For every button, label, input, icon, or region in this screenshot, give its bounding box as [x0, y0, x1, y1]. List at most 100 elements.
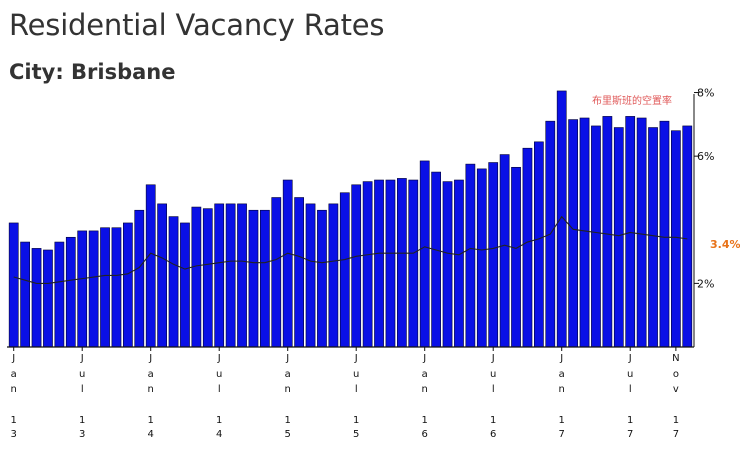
bar	[305, 203, 316, 348]
trend-line	[13, 215, 688, 284]
bar	[157, 203, 167, 348]
x-tick-char: 7	[627, 429, 633, 440]
bar	[31, 248, 42, 348]
x-tick-char: u	[79, 369, 85, 380]
x-tick-label: Jan 1 6	[422, 353, 428, 440]
x-tick-label: Jul 1 4	[216, 353, 222, 440]
bar	[659, 120, 670, 348]
x-tick-char: J	[285, 353, 289, 364]
x-tick-char: u	[353, 369, 359, 380]
y-axis-ticks: 2% 6% 8%	[694, 87, 714, 290]
x-tick-char: 7	[559, 429, 565, 440]
x-tick-char: 5	[353, 429, 359, 440]
x-tick-char: J	[422, 353, 426, 364]
x-tick-char: n	[422, 384, 428, 395]
x-axis-ticks: Jan13Jul13Jan14Jul14Jan15Jul15Jan16Jul16…	[11, 347, 680, 440]
x-tick-char: 3	[79, 429, 85, 440]
x-tick-char: n	[559, 384, 565, 395]
bar	[260, 209, 270, 348]
x-tick-label: Jan 1 7	[559, 353, 565, 440]
x-tick-char: 1	[673, 415, 679, 426]
x-tick-char: J	[148, 353, 152, 364]
x-tick-char: l	[629, 384, 632, 395]
bar	[591, 125, 601, 348]
bar	[180, 222, 190, 348]
bar	[431, 171, 441, 348]
bar	[77, 230, 88, 348]
x-tick-char: 1	[490, 415, 496, 426]
y-tick-label: 8%	[697, 87, 714, 100]
x-tick-char: a	[422, 369, 428, 380]
x-tick-char: 4	[148, 429, 154, 440]
x-tick-char: a	[11, 369, 17, 380]
chart-title: Residential Vacancy Rates	[9, 8, 385, 42]
bar	[134, 209, 145, 348]
x-tick-char: l	[355, 384, 358, 395]
x-tick-char: 1	[422, 415, 428, 426]
x-tick-label: Jul 1 3	[79, 353, 85, 440]
bar	[202, 208, 213, 348]
bar	[454, 179, 464, 348]
bar	[397, 178, 407, 348]
bar	[579, 117, 590, 348]
x-tick-char: J	[491, 353, 495, 364]
bar	[465, 163, 476, 348]
bar	[476, 168, 487, 348]
bar	[613, 127, 624, 348]
x-tick-char: J	[559, 353, 563, 364]
bar	[339, 192, 350, 348]
bar	[100, 227, 110, 348]
bar	[20, 241, 30, 348]
x-tick-char: u	[216, 369, 222, 380]
bar	[317, 209, 327, 348]
x-tick-char: n	[285, 384, 291, 395]
x-tick-char: 1	[148, 415, 154, 426]
bar	[225, 203, 236, 348]
bar	[237, 203, 247, 348]
bar	[648, 127, 658, 348]
x-tick-char: 5	[285, 429, 291, 440]
bar	[419, 160, 430, 348]
bar	[328, 203, 339, 348]
bar	[556, 90, 567, 348]
bar	[248, 209, 259, 348]
x-tick-char: l	[492, 384, 495, 395]
x-tick-label: Jul 1 6	[490, 353, 496, 440]
bar	[54, 241, 65, 348]
x-tick-char: u	[627, 369, 633, 380]
bar	[408, 179, 419, 348]
bar	[294, 197, 304, 348]
x-tick-char: 1	[216, 415, 222, 426]
x-tick-char: v	[673, 384, 679, 395]
bar	[123, 222, 133, 348]
bar	[374, 179, 384, 348]
bar	[271, 197, 282, 348]
x-tick-char: 1	[285, 415, 291, 426]
bar	[625, 116, 636, 348]
bar	[351, 184, 362, 348]
bar	[568, 119, 578, 348]
x-tick-char: 6	[422, 429, 428, 440]
bar	[534, 141, 544, 348]
y-tick-label: 2%	[697, 277, 714, 290]
x-tick-char: l	[81, 384, 84, 395]
x-tick-char: n	[11, 384, 17, 395]
x-tick-char: o	[673, 369, 679, 380]
x-tick-label: Jul 1 5	[353, 353, 359, 440]
bar	[522, 147, 533, 348]
bar	[214, 203, 225, 348]
chart-annotation: 布里斯班的空置率	[592, 94, 672, 107]
x-tick-char: 1	[11, 415, 17, 426]
x-tick-char: l	[218, 384, 221, 395]
x-tick-char: J	[217, 353, 221, 364]
bar	[499, 154, 510, 348]
x-tick-char: 4	[216, 429, 222, 440]
bar	[111, 227, 122, 348]
x-tick-char: 1	[79, 415, 85, 426]
x-tick-char: J	[80, 353, 84, 364]
x-tick-label: Jan 1 4	[148, 353, 154, 440]
bar	[168, 216, 179, 348]
x-tick-char: N	[672, 353, 679, 364]
x-tick-label: Jul 1 7	[627, 353, 633, 440]
